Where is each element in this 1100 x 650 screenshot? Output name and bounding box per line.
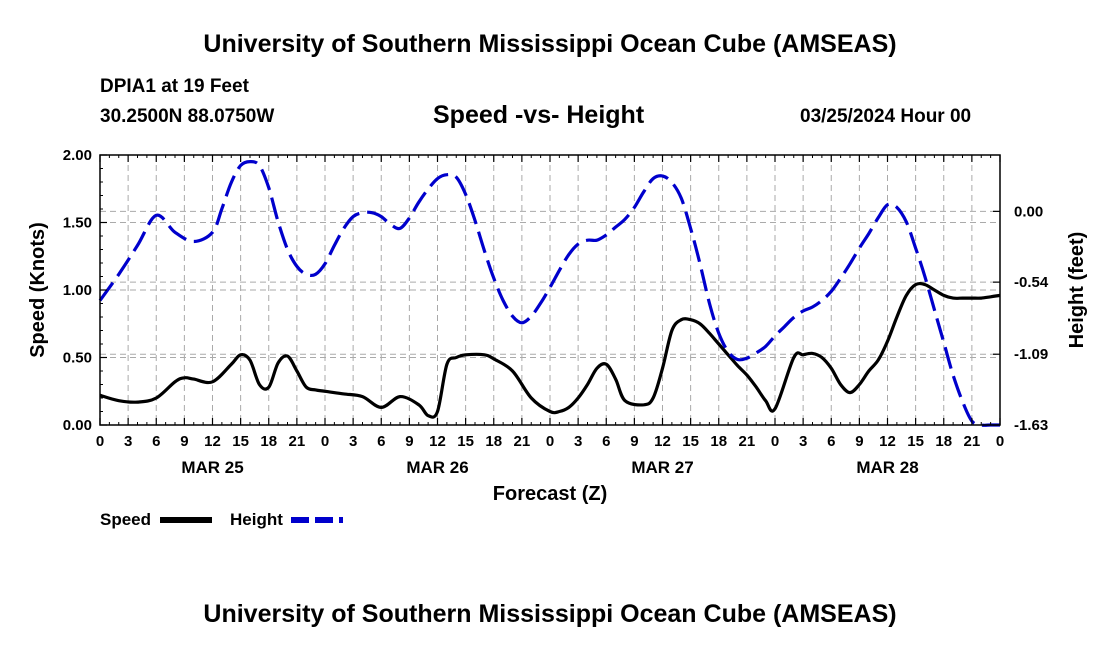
axis-layer: 0 3 6 9 12 15 18 21 0 3 6 9 12 15 18 21 0 3 6 9 12 15 18 21 0 3 6 9… xyxy=(63,147,1049,477)
x-tick-label: 0 xyxy=(546,433,554,450)
chart-title: University of Southern Mississippi Ocean… xyxy=(203,30,897,58)
footer-title: University of Southern Mississippi Ocean… xyxy=(203,600,897,628)
x-tick-label: 15 xyxy=(907,433,924,450)
y-axis-label: Speed (Knots) xyxy=(27,222,49,358)
x-tick-label: 6 xyxy=(602,433,610,450)
x-tick-label: 6 xyxy=(377,433,385,450)
y-tick-label: 0.50 xyxy=(63,350,92,367)
y-tick-label: 2.00 xyxy=(63,147,92,164)
x-tick-label: 21 xyxy=(964,433,981,450)
datetime-label: 03/25/2024 Hour 00 xyxy=(800,106,972,127)
x-tick-label: 21 xyxy=(739,433,756,450)
chart-subtitle: Speed -vs- Height xyxy=(433,101,645,129)
x-tick-label: 0 xyxy=(321,433,329,450)
y-tick-label: 1.50 xyxy=(63,215,92,232)
x-tick-label: 0 xyxy=(96,433,104,450)
x-tick-label: 6 xyxy=(152,433,160,450)
y2-tick-label: -1.09 xyxy=(1014,346,1048,363)
x-tick-label: 9 xyxy=(405,433,413,450)
grid-layer xyxy=(100,155,1000,425)
y2-tick-label: -1.63 xyxy=(1014,417,1048,434)
x-tick-label: 15 xyxy=(232,433,249,450)
legend-speed-label: Speed xyxy=(100,510,151,529)
y2-tick-label: 0.00 xyxy=(1014,203,1043,220)
x-tick-label: 6 xyxy=(827,433,835,450)
day-label: MAR 26 xyxy=(406,458,468,477)
x-tick-label: 18 xyxy=(485,433,502,450)
x-tick-label: 12 xyxy=(204,433,221,450)
speed-series-line xyxy=(99,281,1001,419)
x-tick-label: 9 xyxy=(180,433,188,450)
day-label: MAR 27 xyxy=(631,458,693,477)
x-tick-label: 21 xyxy=(289,433,306,450)
x-tick-label: 18 xyxy=(710,433,727,450)
x-tick-label: 9 xyxy=(855,433,863,450)
x-tick-label: 9 xyxy=(630,433,638,450)
x-tick-label: 15 xyxy=(682,433,699,450)
x-tick-label: 12 xyxy=(429,433,446,450)
x-tick-label: 18 xyxy=(260,433,277,450)
x-tick-label: 0 xyxy=(771,433,779,450)
x-tick-label: 21 xyxy=(514,433,531,450)
y2-tick-label: -0.54 xyxy=(1014,274,1049,291)
day-label: MAR 25 xyxy=(181,458,243,477)
x-tick-label: 0 xyxy=(996,433,1004,450)
legend: Speed Height xyxy=(100,510,343,529)
x-tick-label: 15 xyxy=(457,433,474,450)
station-label: DPIA1 at 19 Feet xyxy=(100,76,249,97)
x-tick-label: 3 xyxy=(574,433,582,450)
y-tick-label: 1.00 xyxy=(63,282,92,299)
y-tick-label: 0.00 xyxy=(63,417,92,434)
x-tick-label: 3 xyxy=(124,433,132,450)
y2-axis-label: Height (feet) xyxy=(1066,232,1088,349)
coordinates-label: 30.2500N 88.0750W xyxy=(100,106,275,127)
x-tick-label: 18 xyxy=(935,433,952,450)
x-tick-label: 12 xyxy=(654,433,671,450)
height-series-line xyxy=(98,159,1000,427)
data-layer xyxy=(98,159,1001,427)
day-label: MAR 28 xyxy=(856,458,918,477)
x-tick-label: 12 xyxy=(879,433,896,450)
x-tick-label: 3 xyxy=(799,433,807,450)
x-tick-label: 3 xyxy=(349,433,357,450)
legend-height-label: Height xyxy=(230,510,283,529)
x-axis-label: Forecast (Z) xyxy=(493,483,607,505)
